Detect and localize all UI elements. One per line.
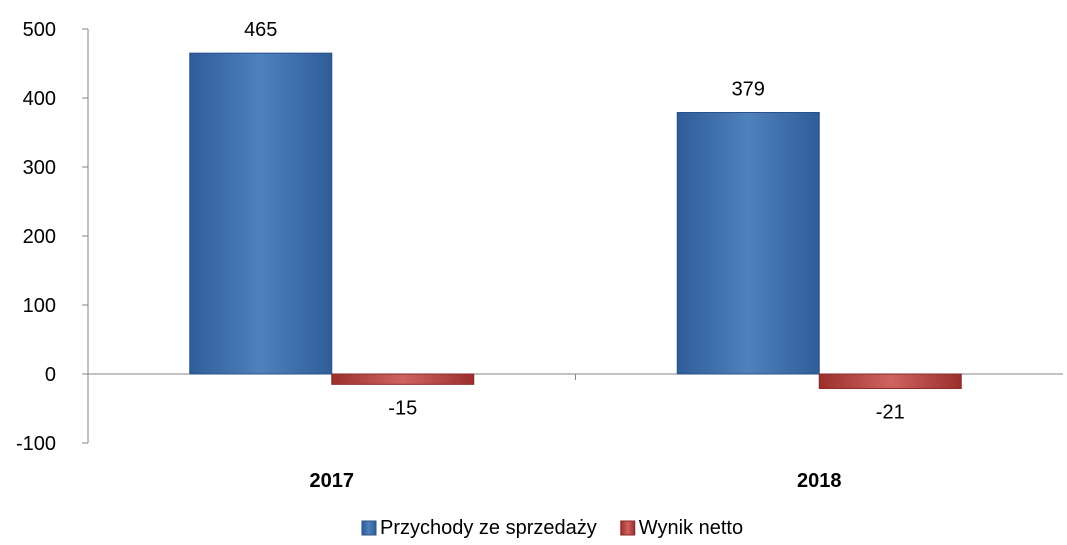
labels: 465 -15 2017 379 -21 2018 xyxy=(244,19,905,492)
data-label: -21 xyxy=(876,401,905,423)
legend-swatch xyxy=(361,520,377,536)
legend-swatch xyxy=(620,520,636,536)
y-tick-label: -100 xyxy=(16,433,56,455)
bar-1-1 xyxy=(818,373,962,389)
category-label: 2018 xyxy=(797,470,842,492)
data-label: -15 xyxy=(388,397,417,419)
y-tick-label: 200 xyxy=(23,226,56,248)
data-label: 465 xyxy=(244,19,277,41)
bar-0-0 xyxy=(189,52,333,375)
y-tick-label: 0 xyxy=(45,364,56,386)
legend-label: Przychody ze sprzedaży xyxy=(380,517,597,539)
bar-0-1 xyxy=(331,373,475,385)
bars xyxy=(189,52,962,389)
legend-label: Wynik netto xyxy=(639,517,743,539)
y-tick-label: 500 xyxy=(23,19,56,41)
y-tick-label: 400 xyxy=(23,88,56,110)
category-label: 2017 xyxy=(310,470,355,492)
legend: Przychody ze sprzedaży Wynik netto xyxy=(361,517,743,539)
bar-1-0 xyxy=(676,111,820,375)
y-tick-label: 300 xyxy=(23,157,56,179)
data-label: 379 xyxy=(732,78,765,100)
axes: -100 0 100 200 300 400 500 xyxy=(16,19,1063,455)
y-tick-label: 100 xyxy=(23,295,56,317)
